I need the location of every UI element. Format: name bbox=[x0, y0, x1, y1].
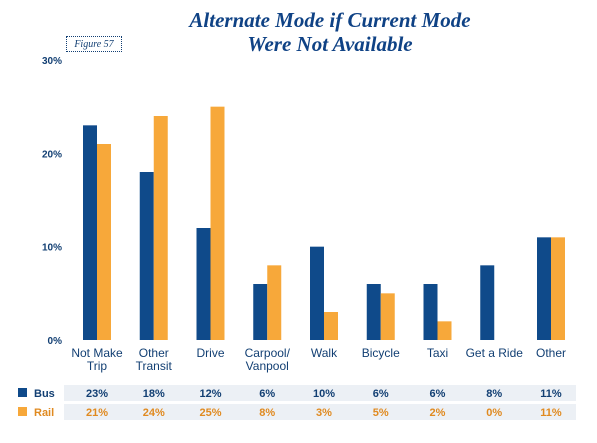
table-cell-bus: 6% bbox=[373, 388, 389, 400]
table-cell-rail: 2% bbox=[430, 407, 446, 419]
bar-bus bbox=[366, 284, 381, 340]
bar-rail bbox=[267, 265, 282, 340]
chart-title: Alternate Mode if Current Mode Were Not … bbox=[150, 8, 510, 56]
bar-rail bbox=[210, 106, 225, 341]
table-cell-bus: 12% bbox=[199, 388, 221, 400]
table-cell-bus: 11% bbox=[540, 388, 562, 400]
x-category-label: Taxi bbox=[427, 346, 448, 360]
bar-bus bbox=[423, 284, 438, 340]
legend-swatch-rail bbox=[18, 407, 27, 416]
bar-rail bbox=[551, 237, 565, 340]
y-tick-label: 30% bbox=[42, 56, 62, 67]
x-category-label: Drive bbox=[196, 346, 224, 360]
legend-label-rail: Rail bbox=[34, 407, 54, 419]
x-category-label: Other bbox=[536, 346, 566, 360]
table-cell-bus: 18% bbox=[143, 388, 165, 400]
x-category-label: Get a Ride bbox=[466, 346, 524, 360]
x-category-label: Carpool/Vanpool bbox=[245, 346, 291, 373]
data-table: Bus 23% 18% 12% 6% 10% 6% 6% 8% 11% Rail 21% 24% 25% 8… bbox=[18, 385, 576, 420]
table-row bbox=[64, 404, 576, 420]
table-cell-rail: 11% bbox=[540, 407, 562, 419]
bar-bus bbox=[253, 284, 268, 340]
table-cell-rail: 8% bbox=[259, 407, 275, 419]
table-cell-rail: 24% bbox=[143, 407, 165, 419]
bar-rail bbox=[437, 321, 452, 340]
chart-title-line-1: Alternate Mode if Current Mode bbox=[189, 8, 471, 32]
table-cell-bus: 23% bbox=[86, 388, 108, 400]
y-axis: 0% 10% 20% 30% bbox=[42, 56, 62, 347]
bar-rail bbox=[324, 312, 338, 340]
legend-swatch-bus bbox=[18, 388, 27, 397]
legend-label-bus: Bus bbox=[34, 388, 55, 400]
table-row bbox=[64, 385, 576, 401]
table-cell-bus: 8% bbox=[486, 388, 502, 400]
table-cell-bus: 10% bbox=[313, 388, 335, 400]
bar-rail bbox=[97, 144, 111, 340]
x-axis-labels: Not Make Trip Other Transit Drive Carpool/Van… bbox=[71, 346, 566, 373]
bar-rail bbox=[380, 293, 395, 340]
y-tick-label: 0% bbox=[48, 336, 63, 347]
table-cell-rail: 21% bbox=[86, 407, 108, 419]
chart-title-line-2: Were Not Available bbox=[247, 32, 413, 56]
table-cell-bus: 6% bbox=[430, 388, 446, 400]
bar-bus bbox=[139, 172, 154, 340]
bar-bus bbox=[83, 125, 97, 340]
bar-bus bbox=[537, 237, 551, 340]
table-cell-rail: 5% bbox=[373, 407, 389, 419]
table-cell-rail: 0% bbox=[486, 407, 502, 419]
x-category-label: Bicycle bbox=[362, 346, 400, 360]
y-tick-label: 20% bbox=[42, 149, 62, 160]
bar-bus bbox=[480, 265, 495, 340]
bar-rail bbox=[153, 116, 168, 340]
bars bbox=[83, 106, 565, 341]
x-category-label: Other Transit bbox=[136, 346, 173, 373]
y-tick-label: 10% bbox=[42, 243, 62, 254]
figure-label: Figure 57 bbox=[66, 36, 122, 52]
bar-bus bbox=[310, 246, 324, 340]
bar-bus bbox=[196, 228, 211, 340]
table-cell-rail: 25% bbox=[199, 407, 221, 419]
table-cell-rail: 3% bbox=[316, 407, 332, 419]
x-category-label: Walk bbox=[311, 346, 338, 360]
x-category-label: Not Make Trip bbox=[71, 346, 123, 373]
table-cell-bus: 6% bbox=[259, 388, 275, 400]
